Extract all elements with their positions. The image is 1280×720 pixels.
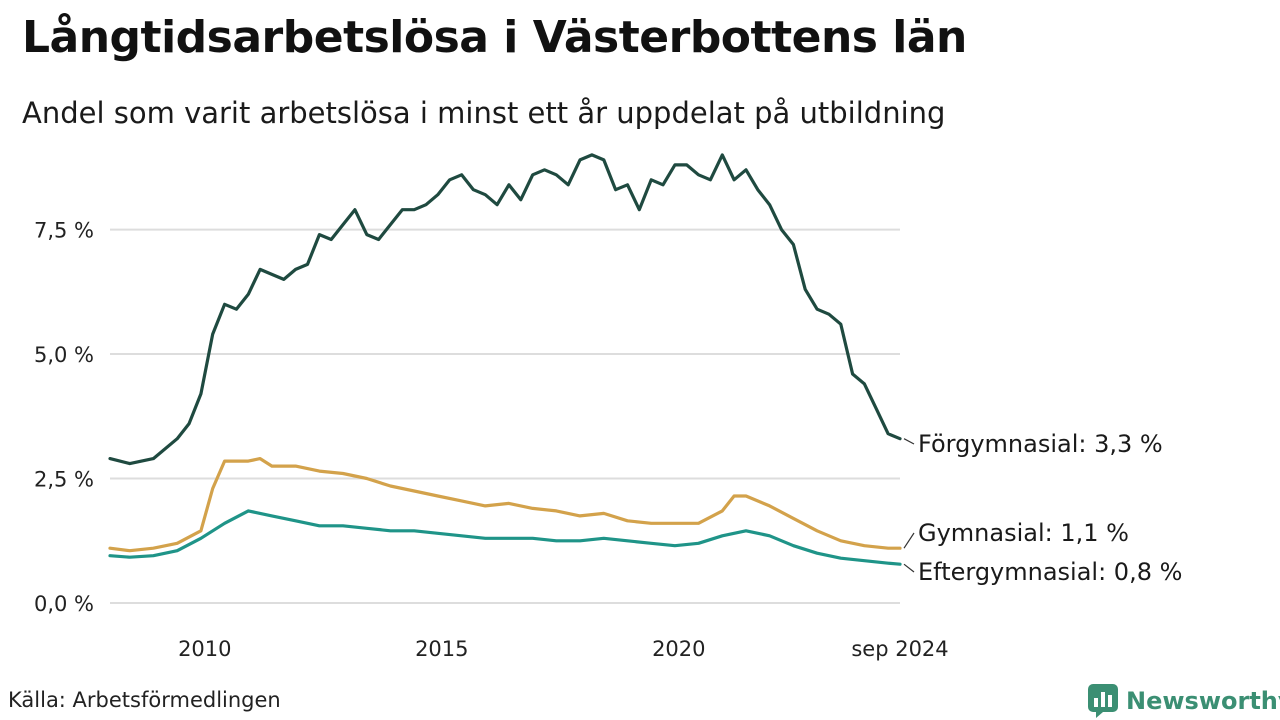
- series-end-label: Eftergymnasial: 0,8 %: [918, 558, 1182, 586]
- series-end-label: Förgymnasial: 3,3 %: [918, 430, 1163, 458]
- brand-name: Newsworthy: [1126, 687, 1280, 715]
- x-tick-label: 2015: [415, 637, 468, 661]
- series-end-label: Gymnasial: 1,1 %: [918, 519, 1129, 547]
- brand-logo: Newsworthy: [1088, 684, 1280, 718]
- bar-chart-bubble-icon: [1088, 684, 1118, 718]
- y-tick-label: 0,0 %: [34, 592, 94, 616]
- chart-title: Långtidsarbetslösa i Västerbottens län: [22, 12, 967, 63]
- source-note: Källa: Arbetsförmedlingen: [8, 688, 281, 712]
- x-tick-label: sep 2024: [851, 637, 948, 661]
- label-leader-line: [903, 532, 915, 549]
- x-tick-label: 2020: [652, 637, 705, 661]
- series-line-eftergymnasial: [108, 509, 902, 566]
- label-leader-line: [903, 438, 915, 445]
- label-leader-line: [903, 563, 915, 573]
- label-layer: 0,0 % 2,5 % 5,0 % 7,5 % 2010 2015 2020 sep 2024…: [34, 219, 1182, 661]
- chart-subtitle: Andel som varit arbetslösa i minst ett å…: [22, 96, 946, 130]
- series-line-förgymnasial: [108, 153, 902, 466]
- y-tick-label: 5,0 %: [34, 343, 94, 367]
- y-tick-label: 7,5 %: [34, 219, 94, 243]
- series-layer: [108, 153, 902, 566]
- y-tick-label: 2,5 %: [34, 468, 94, 492]
- x-tick-label: 2010: [178, 637, 231, 661]
- grid-layer: [110, 228, 900, 604]
- series-line-gymnasial: [108, 457, 902, 553]
